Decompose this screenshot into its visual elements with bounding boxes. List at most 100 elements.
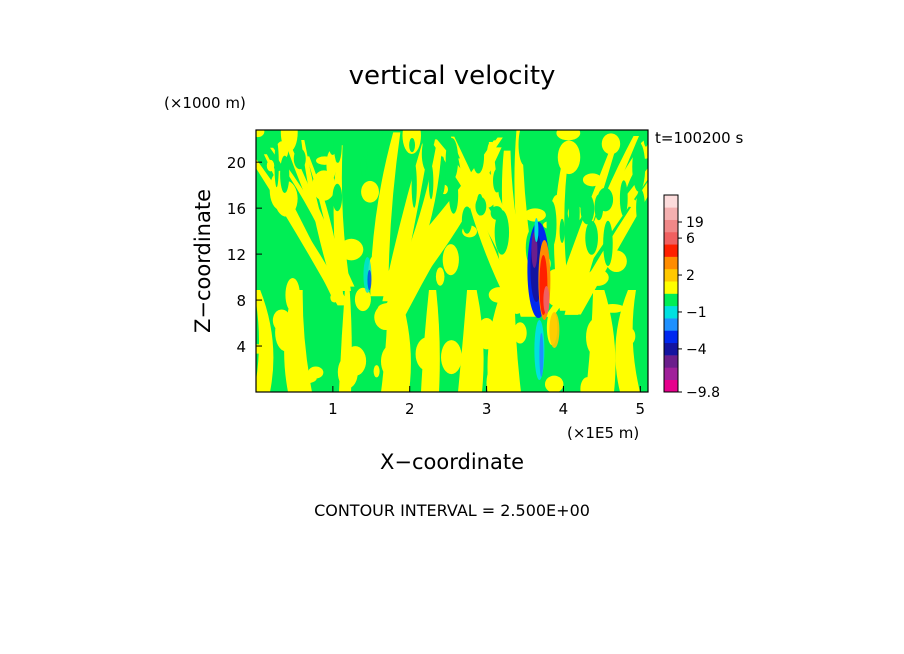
colorbar-swatch (664, 318, 678, 331)
field-patch (275, 141, 289, 161)
field-patch (486, 363, 507, 392)
colorbar-swatch (664, 355, 678, 368)
field-patch (477, 317, 496, 350)
colorbar-label: 6 (686, 231, 695, 247)
field-patch (373, 365, 380, 378)
colorbar-swatch (664, 244, 678, 257)
field-patch (556, 130, 581, 141)
field-patch (435, 267, 445, 286)
chart-title: vertical velocity (349, 61, 556, 91)
core-patch (543, 286, 550, 314)
contour-interval-label: CONTOUR INTERVAL = 2.500E+00 (314, 501, 590, 520)
field-gap (493, 168, 501, 193)
field-patch (497, 305, 513, 328)
field-gap (411, 162, 417, 208)
colorbar-swatch (664, 207, 678, 220)
x-tick-label: 4 (559, 400, 569, 418)
field-patch (374, 304, 398, 331)
x-axis-label: X−coordinate (380, 450, 524, 474)
field-patch (380, 345, 400, 378)
field-patch (544, 157, 639, 317)
y-tick-label: 12 (227, 246, 246, 264)
field-patch (266, 159, 275, 172)
field-gap (585, 220, 598, 255)
y-tick-label: 16 (227, 200, 246, 218)
field-patch (312, 170, 336, 201)
field-patch (601, 303, 625, 313)
field-gap (472, 138, 485, 174)
field-patch (272, 309, 291, 332)
field-patch (556, 297, 577, 309)
colorbar-swatch (664, 268, 678, 282)
field-patch (301, 139, 343, 294)
field-gap (597, 187, 614, 212)
field-gap (274, 141, 279, 188)
field-gap (494, 210, 510, 255)
field-patch (274, 180, 298, 217)
y-axis: 4 8 12 16 20 (227, 154, 262, 356)
field-patch (458, 290, 484, 392)
field-patch (283, 138, 355, 287)
x-unit-label: (×1E5 m) (567, 424, 639, 442)
field-patch (564, 135, 640, 315)
field-patch (524, 208, 546, 222)
colorbar-frame (663, 194, 679, 393)
time-label: t=100200 s (655, 129, 743, 147)
core-patch (549, 312, 560, 348)
field-patch (580, 377, 595, 392)
colorbar (663, 194, 679, 393)
field-patch (557, 140, 581, 175)
colorbar-label: 2 (686, 268, 695, 284)
field-patch (441, 340, 462, 375)
field-patch (256, 344, 268, 354)
field-patch (544, 375, 564, 392)
x-axis: 1 2 3 4 5 (328, 386, 645, 418)
colorbar-swatch (664, 195, 678, 208)
field-patch (586, 269, 609, 286)
field-gap (360, 156, 367, 177)
y-axis-label: Z−coordinate (191, 189, 215, 333)
field-patch (256, 290, 274, 392)
colorbar-swatch (664, 379, 678, 393)
field-gap (280, 155, 290, 194)
field-patch (586, 318, 606, 356)
field-patch (582, 173, 602, 187)
field-gap (632, 142, 646, 192)
field-patch (256, 130, 265, 138)
field-gap (343, 184, 357, 204)
field-gap (293, 148, 306, 170)
core-patch (539, 333, 544, 377)
colorbar-label: −4 (686, 342, 707, 358)
field-gap (369, 130, 383, 150)
updraft-cores (363, 218, 560, 380)
field-patch (488, 287, 510, 303)
field-patch (285, 277, 300, 312)
field-patch (564, 278, 585, 292)
field-gap (461, 206, 473, 234)
colorbar-labels: 196 2 −1 −4 −9.8 (678, 215, 720, 401)
field-patch (386, 137, 503, 296)
colorbar-label: −1 (686, 305, 707, 321)
field-gap (333, 130, 342, 163)
field-patch (382, 136, 431, 302)
field-patch (458, 158, 519, 303)
field-gap (636, 189, 645, 227)
field-patch (361, 180, 379, 203)
field-patch (293, 373, 317, 384)
field-patch (306, 156, 344, 296)
x-tick-label: 1 (328, 400, 338, 418)
field-patch (270, 147, 352, 286)
field-patch (625, 380, 638, 391)
field-patch (626, 198, 636, 208)
colorbar-swatch (664, 330, 678, 344)
field-patch (625, 328, 636, 345)
field-gap (332, 183, 343, 212)
field-patch (429, 139, 537, 297)
field-gap (409, 138, 416, 153)
field-patch (442, 244, 459, 276)
field-patch (486, 142, 494, 171)
colorbar-swatch (664, 231, 678, 245)
colorbar-swatch (664, 281, 678, 294)
field-gap (565, 218, 571, 241)
field-gap (546, 200, 557, 248)
